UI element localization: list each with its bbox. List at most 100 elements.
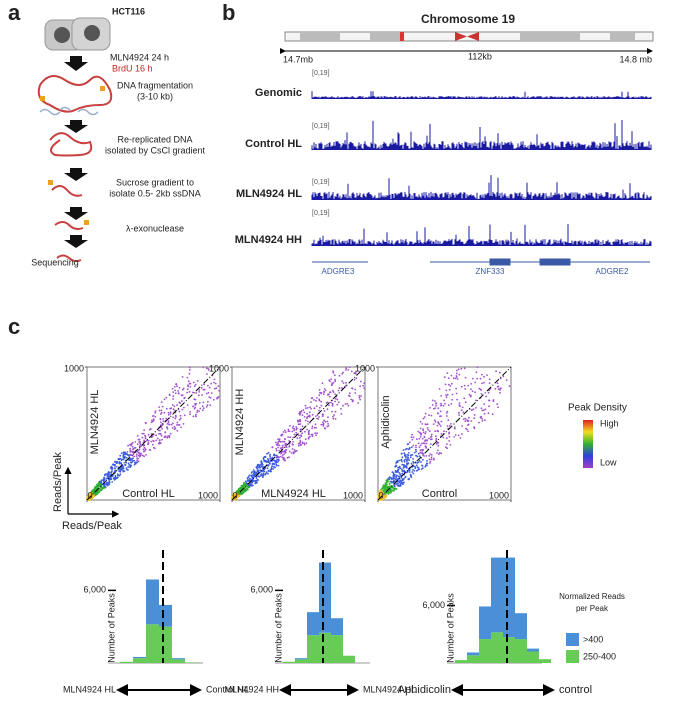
density-dot bbox=[421, 423, 424, 425]
density-dot bbox=[415, 469, 418, 472]
density-dot bbox=[454, 434, 457, 436]
density-dot bbox=[172, 422, 174, 425]
density-dot bbox=[401, 478, 404, 481]
density-dot bbox=[404, 476, 407, 479]
brdu-tags bbox=[40, 86, 105, 225]
density-dot bbox=[342, 382, 345, 384]
density-dot bbox=[254, 481, 257, 484]
density-dot bbox=[475, 399, 477, 402]
density-dot bbox=[331, 404, 334, 407]
density-dot bbox=[324, 420, 327, 423]
density-dot bbox=[351, 399, 354, 401]
density-dot bbox=[299, 437, 301, 439]
density-dot bbox=[410, 476, 413, 478]
density-dot bbox=[167, 414, 170, 416]
density-dot bbox=[253, 476, 255, 479]
density-dot bbox=[183, 397, 186, 400]
gene-track bbox=[312, 258, 650, 266]
density-dot bbox=[384, 493, 387, 495]
density-dot bbox=[330, 378, 332, 381]
density-dot bbox=[260, 473, 263, 475]
density-dot bbox=[260, 460, 263, 463]
density-dot bbox=[129, 454, 132, 456]
density-dot bbox=[497, 406, 499, 409]
density-dot bbox=[178, 424, 181, 426]
density-dot bbox=[188, 366, 191, 369]
density-dot bbox=[247, 476, 250, 479]
density-dot bbox=[330, 401, 332, 404]
density-dot bbox=[454, 377, 457, 380]
density-dot bbox=[395, 475, 398, 477]
density-dot bbox=[430, 456, 433, 459]
density-dot bbox=[264, 473, 266, 476]
density-dot bbox=[363, 387, 366, 390]
density-dot bbox=[133, 455, 136, 458]
density-dot bbox=[458, 414, 461, 416]
density-dot bbox=[470, 420, 473, 422]
density-dot bbox=[277, 460, 279, 463]
ideogram bbox=[280, 31, 654, 54]
density-dot bbox=[331, 382, 333, 385]
density-dot bbox=[348, 392, 351, 395]
density-dot bbox=[440, 420, 443, 423]
density-dot bbox=[425, 423, 427, 426]
density-dot bbox=[426, 462, 429, 465]
density-dot bbox=[393, 488, 396, 491]
density-dot bbox=[307, 431, 310, 434]
density-dot bbox=[414, 448, 417, 451]
density-dot bbox=[479, 377, 482, 380]
density-dot bbox=[447, 383, 450, 386]
density-dot bbox=[419, 449, 422, 452]
density-dot bbox=[415, 464, 418, 467]
span: 112kb bbox=[468, 51, 492, 61]
track-name: Control HL bbox=[245, 138, 302, 150]
density-dot bbox=[120, 459, 123, 462]
density-dot bbox=[216, 397, 218, 400]
density-dot bbox=[127, 466, 130, 468]
density-dot bbox=[430, 414, 433, 417]
density-dot bbox=[466, 419, 468, 421]
density-dot bbox=[152, 420, 154, 423]
density-dot bbox=[385, 489, 387, 492]
density-dot bbox=[96, 486, 99, 489]
density-dot bbox=[103, 476, 106, 479]
diagonal bbox=[377, 366, 512, 501]
density-dot bbox=[350, 370, 353, 373]
density-dot bbox=[445, 389, 448, 392]
density-dot bbox=[173, 425, 176, 428]
density-dot bbox=[434, 420, 437, 423]
density-dot bbox=[274, 466, 276, 469]
density-dot bbox=[430, 435, 433, 438]
density-dot bbox=[161, 405, 164, 408]
density-dot bbox=[411, 433, 413, 436]
density-dot bbox=[278, 449, 280, 452]
density-dot bbox=[285, 431, 287, 433]
step-text: Sucrose gradient to bbox=[116, 177, 194, 187]
density-dot bbox=[174, 417, 177, 420]
density-dot bbox=[139, 440, 142, 443]
density-dot bbox=[381, 492, 384, 495]
density-dot bbox=[299, 412, 301, 415]
track-range: [0,19] bbox=[312, 210, 330, 217]
density-dot bbox=[90, 490, 93, 493]
density-dot bbox=[403, 460, 406, 463]
density-dot bbox=[310, 408, 312, 410]
density-dot bbox=[392, 476, 395, 479]
density-dot bbox=[415, 450, 418, 453]
density-dot bbox=[93, 489, 96, 492]
density-dot bbox=[161, 438, 164, 441]
density-dot bbox=[91, 495, 94, 498]
density-dot bbox=[136, 435, 139, 437]
hist-bar bbox=[146, 579, 159, 625]
density-dot bbox=[468, 393, 471, 396]
density-dot bbox=[217, 385, 220, 388]
scatter-plot: 0 1000 1000 Control Aphidicolin bbox=[355, 363, 512, 502]
track-range: [0,19] bbox=[312, 70, 330, 77]
x-axis-label: Control HL bbox=[122, 488, 175, 500]
density-dot bbox=[175, 383, 177, 385]
density-dot bbox=[422, 431, 425, 434]
density-dot bbox=[136, 450, 139, 453]
density-dot bbox=[425, 455, 428, 457]
coord-left: 14.7mb bbox=[283, 54, 313, 64]
